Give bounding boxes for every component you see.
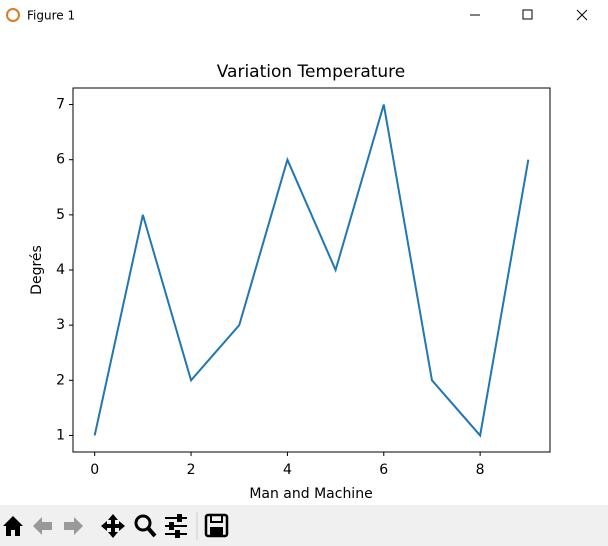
x-tick-label: 6 bbox=[379, 462, 388, 478]
x-tick-label: 2 bbox=[187, 462, 196, 478]
window-title: Figure 1 bbox=[27, 9, 75, 23]
toolbar bbox=[0, 505, 608, 546]
pan-button[interactable] bbox=[101, 514, 125, 538]
plot: 1 2 3 4 5 6 7 0 2 4 6 8 bbox=[56, 97, 530, 478]
y-tick-label: 5 bbox=[56, 207, 65, 223]
y-tick-label: 7 bbox=[56, 97, 65, 113]
toolbar-bg bbox=[0, 505, 608, 546]
y-tick-label: 6 bbox=[56, 152, 65, 168]
y-tick-label: 4 bbox=[56, 262, 65, 278]
maximize-button[interactable] bbox=[522, 9, 533, 20]
y-axis-label: Degrés bbox=[29, 245, 45, 295]
app-icon bbox=[6, 8, 20, 22]
title-bar: Figure 1 bbox=[6, 8, 588, 23]
configure-button[interactable] bbox=[165, 514, 187, 538]
x-tick-label: 8 bbox=[476, 462, 485, 478]
y-tick-label: 1 bbox=[56, 427, 65, 443]
chart-title: Variation Temperature bbox=[217, 62, 406, 82]
forward-button[interactable] bbox=[64, 517, 83, 535]
home-button[interactable] bbox=[3, 516, 23, 536]
back-button[interactable] bbox=[33, 517, 52, 535]
y-tick-label: 3 bbox=[56, 317, 65, 333]
data-line bbox=[93, 104, 530, 438]
y-tick-label: 2 bbox=[56, 372, 65, 388]
x-tick-label: 4 bbox=[283, 462, 292, 478]
x-axis-label: Man and Machine bbox=[249, 486, 372, 502]
zoom-button[interactable] bbox=[134, 514, 157, 538]
close-button[interactable] bbox=[576, 9, 588, 21]
save-button[interactable] bbox=[204, 513, 229, 538]
x-tick-label: 0 bbox=[90, 462, 99, 478]
